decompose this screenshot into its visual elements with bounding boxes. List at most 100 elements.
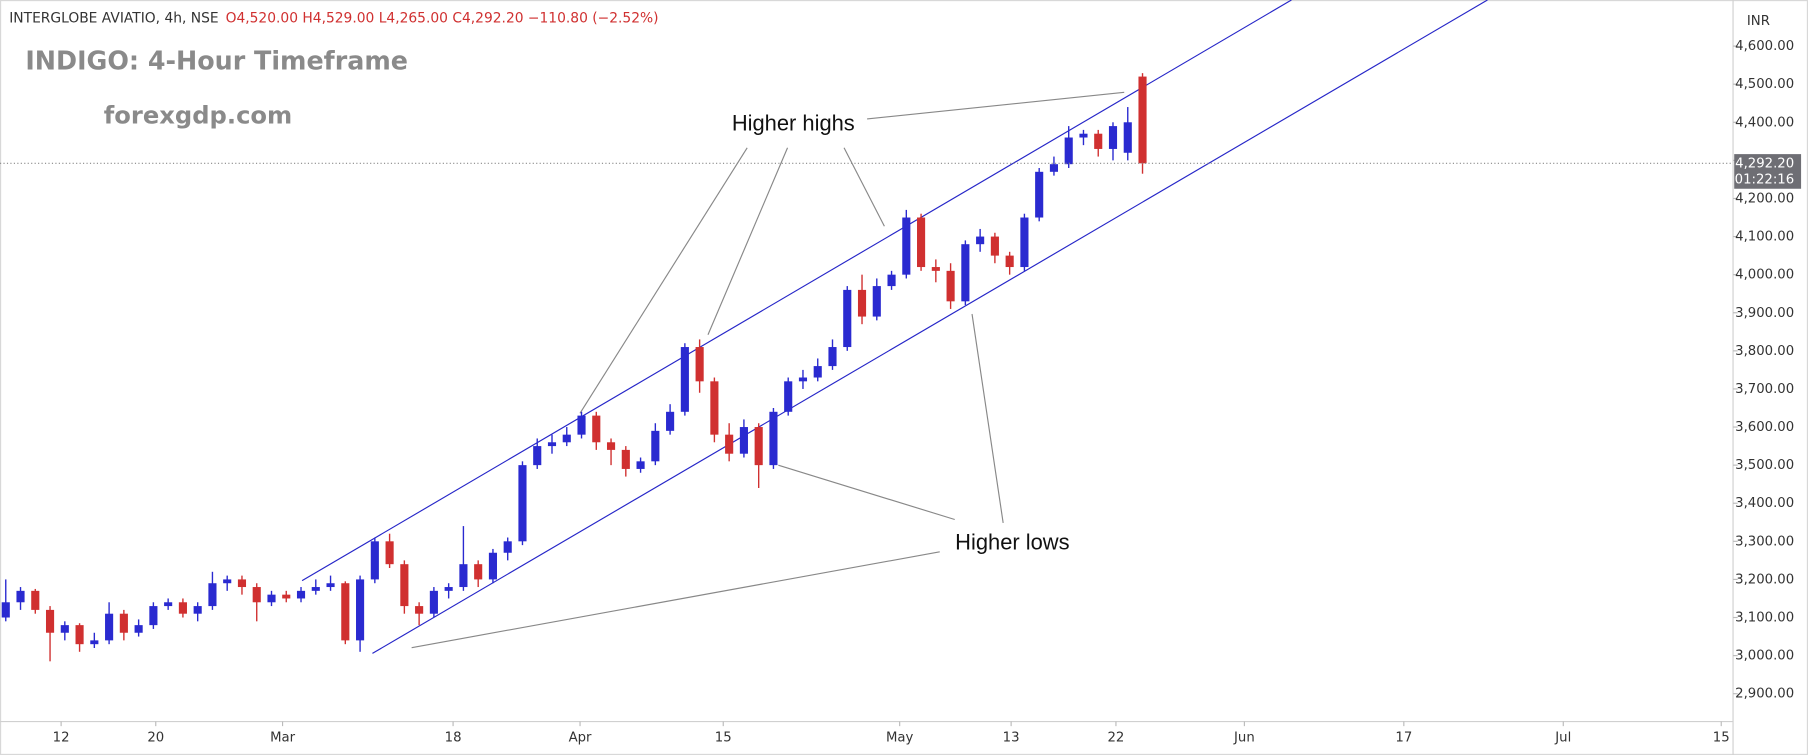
ohlc: O4,520.00 H4,529.00 L4,265.00 C4,292.20 … xyxy=(226,10,659,26)
upper-channel xyxy=(301,0,1292,582)
candle-body xyxy=(1108,126,1118,149)
channel xyxy=(301,0,1488,654)
candle-body xyxy=(813,366,822,378)
x-tick-label: May xyxy=(886,731,914,746)
candle-body xyxy=(45,609,55,633)
candle-body xyxy=(415,606,424,614)
candle-body xyxy=(16,590,25,603)
y-tick-label: 3,900.00 xyxy=(1735,306,1794,321)
pointer xyxy=(411,551,940,649)
candle-body xyxy=(710,381,719,435)
candle-body xyxy=(1123,122,1132,153)
x-tick-label: 15 xyxy=(715,731,732,746)
y-tick-label: 3,400.00 xyxy=(1735,496,1794,511)
annotation: Higher lows xyxy=(955,530,1069,555)
candle-body xyxy=(725,434,734,454)
x-tick-label: 12 xyxy=(53,731,70,746)
candle-body xyxy=(902,217,911,275)
x-tick-label: 13 xyxy=(1003,731,1020,746)
candle-body xyxy=(474,564,483,580)
candle-body xyxy=(562,434,571,443)
candle-body xyxy=(459,564,468,588)
x-tick-label: Jul xyxy=(1554,731,1571,746)
candle-body xyxy=(798,377,808,382)
chart-title: INDIGO: 4-Hour Timeframe xyxy=(25,45,408,75)
candle-body xyxy=(429,590,438,614)
candle-body xyxy=(577,415,586,435)
candle-body xyxy=(1020,217,1029,268)
y-tick-label: 2,900.00 xyxy=(1735,687,1794,702)
pointer xyxy=(867,91,1125,120)
x-tick-label: Apr xyxy=(569,731,592,746)
candle-body xyxy=(326,583,335,588)
x-tick-label: 15 xyxy=(1713,731,1730,746)
lower-channel xyxy=(372,0,1488,654)
candle-body xyxy=(119,613,128,633)
pointers xyxy=(411,91,1125,649)
candle-body xyxy=(223,579,232,584)
header: INTERGLOBE AVIATIO, 4h, NSE O4,520.00 H4,… xyxy=(9,10,658,26)
pointer xyxy=(707,147,789,336)
candle-body xyxy=(606,442,616,450)
candle-body xyxy=(1049,164,1059,172)
candle-body xyxy=(282,594,291,599)
candle-body xyxy=(341,583,350,641)
candle-body xyxy=(488,552,498,580)
candle-body xyxy=(208,583,217,607)
candle-body xyxy=(946,270,955,302)
candle-body xyxy=(828,347,837,367)
candle-body xyxy=(1079,133,1088,138)
y-tick-label: 4,200.00 xyxy=(1735,191,1794,206)
candle-body xyxy=(178,602,187,614)
candle-body xyxy=(621,449,630,469)
candle-body xyxy=(695,347,704,382)
countdown-label: 01:22:16 xyxy=(1735,173,1794,188)
candle-body xyxy=(651,430,660,462)
candle-body xyxy=(90,640,99,645)
candle-body xyxy=(547,442,557,447)
candle-body xyxy=(193,606,202,614)
candle-body xyxy=(872,286,881,317)
x-tick-label: 17 xyxy=(1395,731,1412,746)
y-tick-label: 4,400.00 xyxy=(1735,115,1794,130)
candle-body xyxy=(252,587,261,603)
candle-body xyxy=(444,587,453,591)
symbol: INTERGLOBE AVIATIO, 4h, NSE xyxy=(9,10,218,26)
currency: INR xyxy=(1747,14,1770,29)
candle-body xyxy=(134,625,143,633)
candle-body xyxy=(31,590,40,610)
candle-body xyxy=(887,274,896,287)
annotation: Higher highs xyxy=(732,110,855,135)
candle-body xyxy=(961,244,970,302)
x-tick-label: Mar xyxy=(270,731,296,746)
candle-body xyxy=(237,579,247,588)
price-tag xyxy=(1734,154,1802,189)
candle-body xyxy=(990,236,999,256)
candle-body xyxy=(75,625,84,645)
candle-body xyxy=(311,587,320,591)
y-tick-label: 3,100.00 xyxy=(1735,611,1794,626)
candle-body xyxy=(60,625,69,633)
candle-body xyxy=(400,564,409,607)
pointer xyxy=(778,464,955,521)
candle-body xyxy=(857,289,867,317)
candle-body xyxy=(267,594,276,603)
watermark: forexgdp.com xyxy=(104,102,292,130)
candle-body xyxy=(1064,137,1073,165)
y-tick-label: 4,100.00 xyxy=(1735,230,1794,245)
candle-body xyxy=(296,590,306,599)
candle-body xyxy=(503,541,512,553)
candle-body xyxy=(1005,255,1014,268)
y-tick-label: 3,600.00 xyxy=(1735,420,1794,435)
plot: 2,900.00 3,000.00 3,100.00 3,200.00 3,300.00… xyxy=(0,39,1802,746)
y-tick-label: 4,500.00 xyxy=(1735,77,1794,92)
candle-body xyxy=(356,579,365,641)
x-tick-label: 20 xyxy=(147,731,164,746)
candle-body xyxy=(843,289,852,348)
candle-body xyxy=(680,347,689,412)
pointer xyxy=(843,147,885,227)
